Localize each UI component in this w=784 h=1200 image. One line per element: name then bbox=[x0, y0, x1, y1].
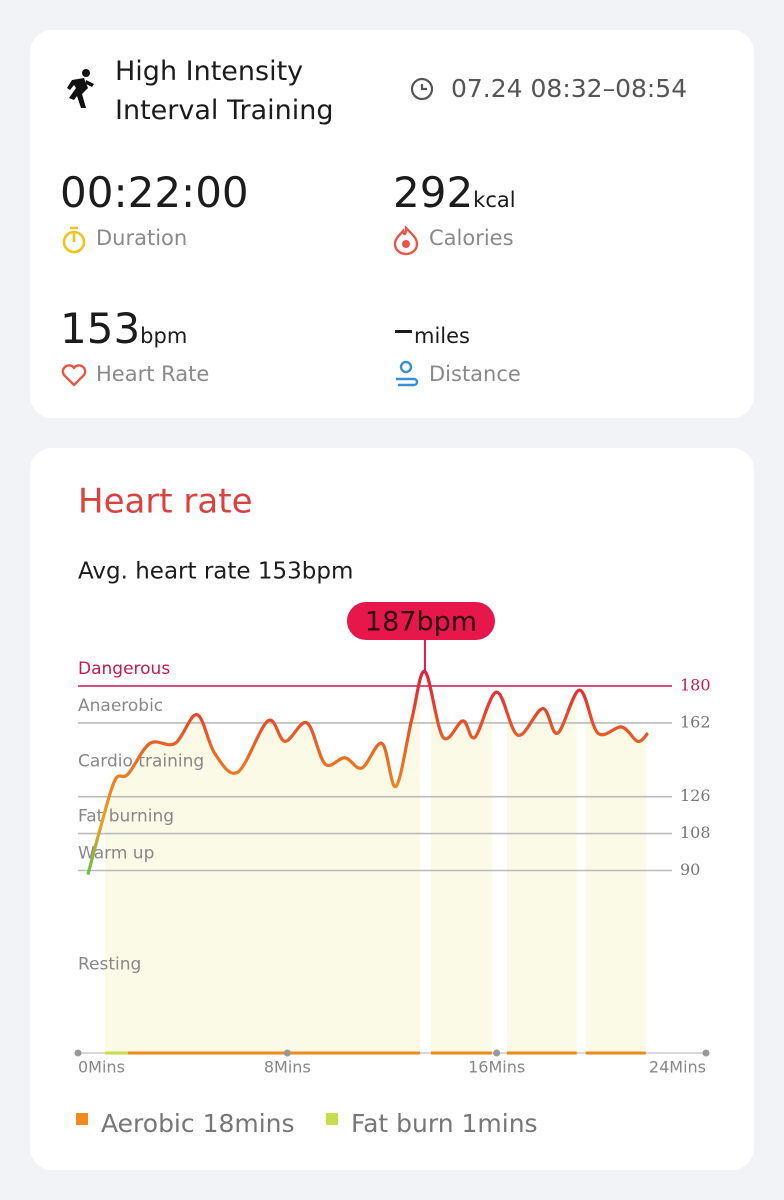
stat-label: Distance bbox=[429, 362, 521, 386]
zone-label: Dangerous bbox=[78, 659, 170, 679]
zone-label: Cardio training bbox=[78, 752, 204, 772]
heart-rate-line bbox=[86, 670, 650, 876]
y-tick-label: 180 bbox=[680, 676, 711, 695]
x-tick-label: 16Mins bbox=[468, 1058, 525, 1077]
stat-value: 153bpm bbox=[60, 304, 187, 353]
legend-swatch bbox=[76, 1113, 88, 1125]
x-tick-label: 8Mins bbox=[264, 1058, 311, 1077]
legend-label: Fat burn 1mins bbox=[351, 1109, 538, 1138]
stat-number: 00:22:00 bbox=[60, 168, 249, 217]
summary-card bbox=[30, 30, 754, 418]
stat-number: 153 bbox=[60, 304, 141, 353]
stat-label: Duration bbox=[96, 226, 188, 250]
y-tick-label: 162 bbox=[680, 712, 711, 731]
x-tick bbox=[493, 1049, 501, 1057]
x-tick bbox=[74, 1049, 82, 1057]
y-tick-label: 108 bbox=[680, 823, 711, 842]
stat-unit: bpm bbox=[140, 324, 188, 348]
legend-swatch bbox=[326, 1113, 338, 1125]
zone-label: Resting bbox=[78, 955, 141, 975]
x-tick bbox=[702, 1049, 710, 1057]
y-tick-label: 126 bbox=[680, 786, 711, 805]
stat-number: – bbox=[393, 304, 414, 353]
workout-title: High Intensity Interval Training bbox=[115, 56, 334, 126]
workout-icon bbox=[67, 69, 94, 108]
x-tick bbox=[283, 1049, 291, 1057]
chart-subtitle: Avg. heart rate 153bpm bbox=[78, 559, 353, 585]
stat-value: 292kcal bbox=[393, 168, 516, 217]
stat-value: –miles bbox=[393, 304, 470, 353]
y-tick-label: 90 bbox=[680, 860, 700, 879]
workout-time: 07.24 08:32–08:54 bbox=[451, 74, 688, 103]
clock-icon bbox=[410, 77, 434, 101]
zone-bar bbox=[585, 1051, 646, 1055]
zone-label: Anaerobic bbox=[78, 696, 163, 716]
heart-icon bbox=[61, 364, 87, 387]
zone-bar bbox=[127, 1051, 420, 1055]
zone-label: Warm up bbox=[78, 844, 154, 864]
zone-bar bbox=[506, 1051, 577, 1055]
stat-label: Calories bbox=[429, 226, 514, 250]
chart-title: Heart rate bbox=[78, 482, 253, 522]
stat-value: 00:22:00 bbox=[60, 168, 249, 217]
stat-unit: kcal bbox=[473, 188, 516, 212]
x-tick-label: 0Mins bbox=[78, 1058, 125, 1077]
calories-icon bbox=[393, 225, 419, 256]
stat-label: Heart Rate bbox=[96, 362, 210, 386]
x-tick-label: 24Mins bbox=[649, 1058, 706, 1077]
duration-icon bbox=[62, 226, 86, 254]
distance-icon bbox=[396, 360, 419, 387]
stat-unit: miles bbox=[414, 324, 470, 348]
peak-label: 187bpm bbox=[365, 607, 477, 638]
zone-bar bbox=[430, 1051, 492, 1055]
stat-number: 292 bbox=[393, 168, 474, 217]
zone-area bbox=[104, 671, 646, 1055]
zone-label: Fat burning bbox=[78, 807, 174, 827]
legend-label: Aerobic 18mins bbox=[101, 1109, 295, 1138]
zone-bar bbox=[104, 1051, 128, 1055]
peak-badge bbox=[346, 602, 495, 640]
